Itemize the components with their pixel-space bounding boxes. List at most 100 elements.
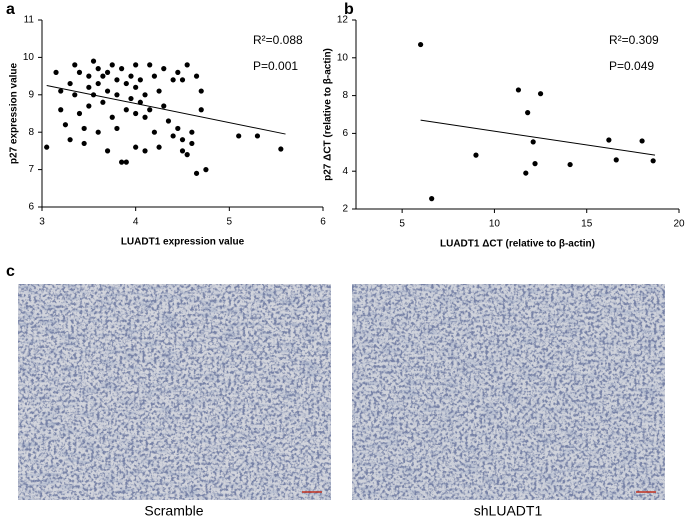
- data-point: [613, 157, 619, 163]
- y-tick-label: 6: [28, 202, 34, 213]
- data-point: [95, 80, 101, 87]
- micrograph: [352, 284, 665, 500]
- data-point: [76, 110, 83, 117]
- data-point: [175, 69, 181, 75]
- data-point: [525, 110, 531, 116]
- x-axis-label: LUADT1 expression value: [121, 237, 245, 248]
- data-point: [606, 137, 612, 143]
- y-tick-label: 9: [28, 89, 34, 100]
- image-caption: shLUADT1: [474, 503, 543, 519]
- data-point: [650, 158, 656, 164]
- panel-label: c: [6, 263, 15, 280]
- y-axis-label: p27 expression value: [9, 62, 20, 164]
- data-point: [254, 133, 261, 139]
- data-point: [198, 107, 204, 113]
- trend-line: [420, 119, 656, 156]
- data-point: [119, 159, 125, 165]
- y-tick-label: 10: [337, 52, 349, 63]
- data-point: [179, 77, 186, 83]
- data-point: [133, 144, 139, 150]
- y-tick-label: 12: [337, 15, 349, 26]
- data-point: [567, 161, 573, 168]
- data-point: [151, 73, 157, 79]
- y-tick-label: 10: [23, 52, 35, 63]
- annotation: P=0.001: [253, 59, 298, 73]
- data-point: [278, 146, 284, 152]
- data-point: [165, 118, 172, 124]
- y-tick-label: 8: [28, 127, 34, 138]
- annotation: P=0.049: [609, 59, 654, 73]
- data-point: [95, 66, 101, 72]
- data-point: [137, 77, 143, 83]
- data-point: [72, 92, 78, 98]
- data-point: [58, 88, 64, 94]
- data-point: [104, 88, 111, 94]
- annotation: R²=0.309: [609, 33, 659, 47]
- data-point: [151, 129, 157, 135]
- data-point: [236, 133, 242, 139]
- data-point: [161, 103, 167, 109]
- data-point: [203, 167, 209, 173]
- data-point: [537, 91, 544, 97]
- data-point: [123, 80, 129, 87]
- data-point: [104, 148, 111, 154]
- data-point: [104, 69, 111, 75]
- data-point: [100, 99, 106, 105]
- data-point: [198, 88, 204, 94]
- data-point: [114, 125, 120, 132]
- data-point: [170, 77, 176, 83]
- data-point: [473, 152, 479, 158]
- data-point: [184, 152, 190, 158]
- data-point: [53, 69, 59, 75]
- x-tick-label: 4: [133, 217, 139, 228]
- x-tick-label: 6: [320, 217, 326, 228]
- data-point: [189, 129, 195, 135]
- data-point: [147, 62, 153, 68]
- data-point: [90, 92, 97, 98]
- panel-label: b: [344, 1, 354, 18]
- data-point: [179, 137, 186, 143]
- data-point: [523, 170, 529, 176]
- data-point: [44, 144, 50, 150]
- y-tick-label: 6: [342, 128, 348, 139]
- data-point: [128, 95, 134, 102]
- data-point: [67, 80, 73, 87]
- data-point: [86, 84, 92, 90]
- data-point: [133, 110, 139, 117]
- data-point: [114, 77, 120, 83]
- data-point: [161, 66, 167, 72]
- data-point: [81, 125, 87, 132]
- data-point: [62, 122, 69, 128]
- data-point: [133, 84, 139, 90]
- data-point: [142, 148, 148, 154]
- data-point: [418, 41, 424, 48]
- data-point: [90, 58, 97, 64]
- data-point: [128, 73, 134, 79]
- data-point: [156, 144, 162, 150]
- data-point: [179, 148, 186, 154]
- y-tick-label: 2: [342, 204, 348, 215]
- x-tick-label: 3: [39, 217, 45, 228]
- data-point: [76, 69, 83, 75]
- image-caption: Scramble: [144, 503, 203, 519]
- x-tick-label: 20: [673, 219, 685, 230]
- data-point: [109, 114, 115, 120]
- x-tick-label: 15: [581, 219, 593, 230]
- annotation: R²=0.088: [253, 33, 303, 47]
- x-axis-label: LUADT1 ΔCT (relative to β-actin): [440, 239, 595, 250]
- data-point: [515, 87, 522, 93]
- data-point: [532, 161, 538, 167]
- data-point: [123, 159, 129, 165]
- y-tick-label: 7: [28, 164, 34, 175]
- data-point: [170, 133, 176, 139]
- micrograph: [18, 284, 331, 500]
- y-tick-label: 11: [24, 15, 35, 26]
- data-point: [156, 88, 162, 94]
- data-point: [193, 170, 200, 176]
- data-point: [58, 107, 64, 113]
- data-point: [100, 73, 106, 79]
- data-point: [147, 107, 153, 113]
- x-tick-label: 10: [489, 219, 501, 230]
- trend-line: [46, 84, 286, 135]
